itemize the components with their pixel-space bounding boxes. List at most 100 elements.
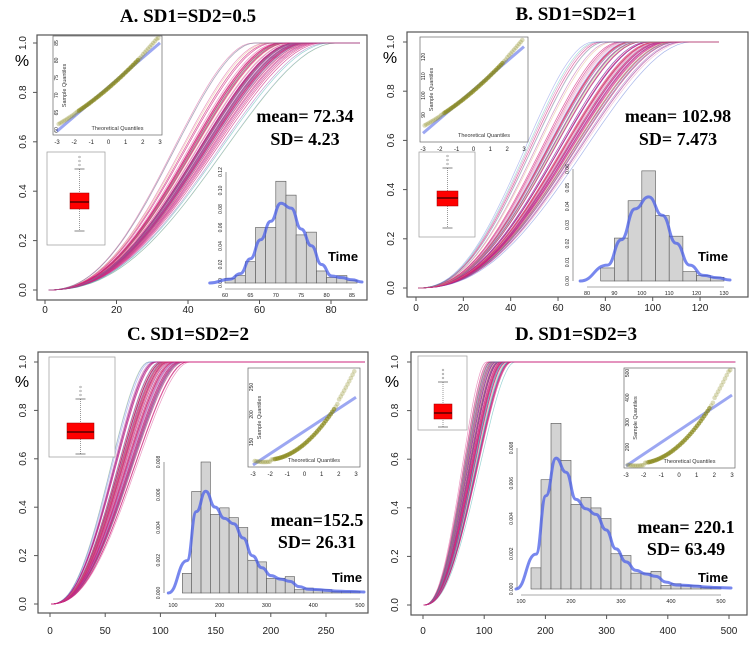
qq-x-tick-label: -2: [71, 140, 77, 146]
hist-x-label: Time: [332, 570, 362, 585]
cdf-curve: [48, 42, 360, 291]
qq-point: [724, 372, 730, 378]
hist-x-tick-label: 65: [247, 293, 253, 299]
panel-b: B. SD1=SD2=1%0 20 40 60 80 100 1200.00.20.40.6…: [383, 4, 749, 314]
cdf-curve: [48, 42, 360, 291]
qq-x-tick-label: -1: [89, 140, 95, 146]
boxplot-outlier: [446, 154, 449, 158]
qq-x-tick-label: -3: [623, 473, 629, 479]
hist-y-tick-label: 0.10: [218, 185, 224, 195]
qq-point: [259, 459, 264, 465]
qq-point: [719, 382, 724, 388]
qq-point: [155, 35, 161, 41]
y-tick-label: 0.0: [18, 597, 29, 611]
hist-bar: [682, 271, 697, 282]
qq-x-tick-label: 1: [320, 472, 324, 478]
qq-point: [637, 463, 643, 468]
boxplot-outlier: [441, 368, 445, 372]
qq-point: [429, 119, 434, 125]
hist-x-tick-label: 300: [262, 603, 271, 609]
qq-y-tick-label: 120: [421, 53, 427, 62]
qq-x-tick-label: 1: [695, 473, 699, 479]
hist-x-tick-label: 500: [716, 599, 725, 605]
qq-y-tick-label: 100: [421, 91, 427, 100]
cdf-curve: [418, 41, 719, 289]
y-tick-label: 0.2: [18, 233, 29, 247]
y-tick-label: 0.0: [386, 281, 397, 295]
qq-y-tick-label: 400: [625, 393, 631, 402]
cdf-curve: [418, 41, 719, 289]
qq-x-tick-label: -2: [641, 473, 647, 479]
hist-x-label: Time: [328, 249, 358, 264]
qq-point: [139, 54, 144, 59]
qq-point: [520, 37, 525, 43]
qq-x-tick-label: -3: [420, 147, 426, 153]
hist-bar: [620, 555, 632, 590]
qq-x-tick-label: 0: [107, 140, 111, 146]
qq-y-tick-label: 75: [54, 75, 60, 81]
qq-point: [427, 120, 432, 125]
qq-x-tick-label: 0: [472, 147, 476, 153]
qq-point: [338, 394, 344, 399]
qq-x-tick-label: -1: [659, 473, 665, 479]
qq-point: [255, 459, 261, 464]
qq-point: [642, 460, 648, 466]
qq-point: [641, 462, 646, 468]
x-tick-label: 0: [420, 626, 426, 637]
hist-y-tick-label: 0.002: [156, 554, 162, 567]
cdf-curves: [48, 42, 360, 291]
qq-point: [722, 376, 728, 381]
cdf-curves: [423, 361, 736, 606]
hist-y-tick-label: 0.01: [565, 257, 571, 267]
qq-y-tick-label: 110: [421, 72, 427, 80]
hist-x-tick-label: 75: [298, 293, 304, 299]
qq-point: [145, 46, 151, 51]
qq-point: [726, 369, 731, 374]
cdf-curve: [48, 42, 360, 291]
cdf-curve: [48, 42, 360, 291]
density-curve: [578, 195, 732, 283]
hist-bar: [610, 553, 622, 590]
hist-y-tick-label: 0.02: [565, 239, 571, 249]
qq-point: [345, 382, 350, 387]
cdf-curve: [423, 361, 736, 606]
cdf-curve: [51, 361, 365, 605]
cdf-curve: [418, 41, 719, 289]
qq-x-tick-label: 1: [489, 147, 493, 153]
y-tick-label: 0.2: [18, 548, 29, 562]
qq-x-label: Theoretical Quantiles: [92, 126, 144, 132]
cdf-curve: [423, 361, 736, 606]
y-tick-label: 0.8: [18, 85, 29, 99]
hist-x-tick-label: 400: [309, 603, 318, 609]
hist-y-tick-label: 0.006: [509, 477, 515, 490]
hist-y-tick-label: 0.004: [509, 512, 515, 525]
y-tick-label: 0.2: [386, 231, 397, 245]
qq-point: [515, 43, 520, 49]
qq-x-label: Theoretical Quantiles: [458, 133, 510, 139]
cdf-curve: [51, 361, 365, 605]
qq-point: [628, 463, 634, 468]
qqplot-frame: [247, 367, 361, 468]
y-tick-label: 1.0: [18, 36, 29, 50]
qq-point: [144, 48, 149, 53]
boxplot-outlier: [78, 155, 81, 159]
boxplot-outlier: [79, 389, 82, 393]
qq-x-tick-label: 3: [354, 472, 358, 478]
plot-frame: [410, 351, 748, 616]
hist-x-tick-label: 80: [584, 291, 590, 297]
qq-point: [348, 375, 354, 381]
qq-x-tick-label: -3: [250, 472, 256, 478]
hist-x-tick-label: 500: [355, 603, 364, 609]
qq-y-tick-label: 250: [249, 383, 255, 392]
qq-point: [438, 112, 444, 118]
hist-y-tick-label: 0.05: [565, 183, 571, 193]
hist-bar: [266, 577, 277, 594]
qq-point: [265, 459, 271, 465]
qq-point: [58, 120, 63, 126]
cdf-curve: [51, 361, 365, 605]
y-tick-label: 0.0: [18, 283, 29, 297]
x-tick-label: 0: [42, 305, 48, 316]
qq-y-tick-label: 200: [249, 410, 255, 419]
qq-y-tick-label: 85: [54, 40, 60, 46]
qq-point: [627, 462, 632, 468]
